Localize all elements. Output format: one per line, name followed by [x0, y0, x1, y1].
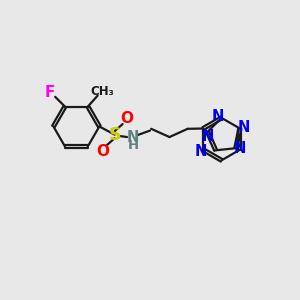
Text: N: N — [237, 119, 250, 134]
Text: CH₃: CH₃ — [91, 85, 115, 98]
Text: F: F — [45, 85, 56, 100]
Text: N: N — [127, 130, 139, 145]
Text: N: N — [195, 144, 207, 159]
Text: O: O — [96, 144, 110, 159]
Text: S: S — [108, 126, 121, 144]
Text: N: N — [234, 141, 246, 156]
Text: N: N — [201, 129, 214, 144]
Text: H: H — [128, 139, 139, 152]
Text: N: N — [212, 109, 224, 124]
Text: O: O — [120, 111, 133, 126]
